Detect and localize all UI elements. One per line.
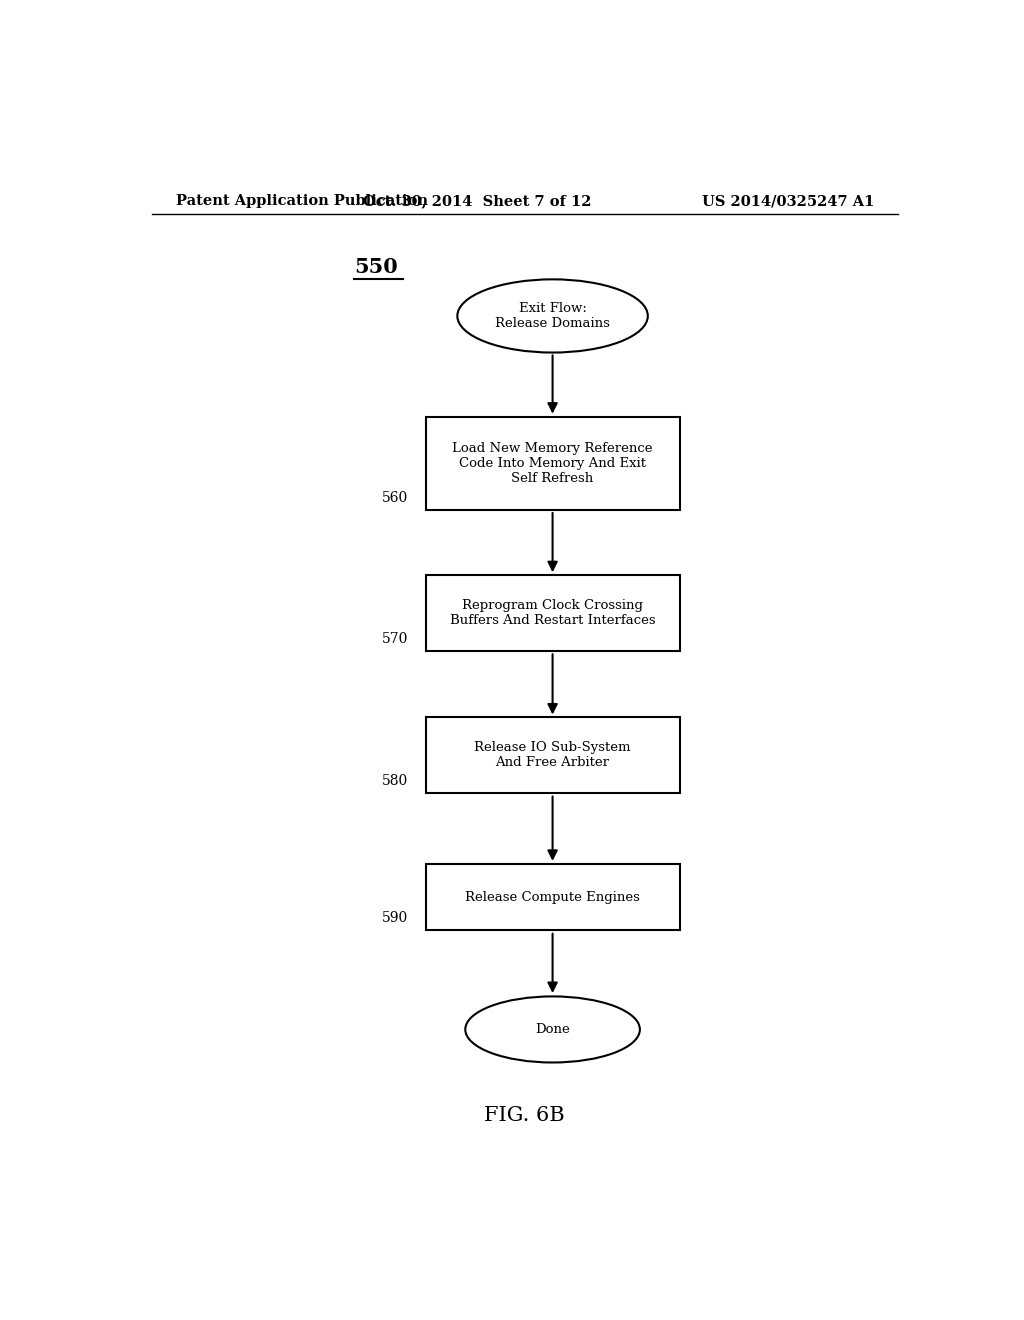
Text: US 2014/0325247 A1: US 2014/0325247 A1 <box>701 194 873 209</box>
Text: 580: 580 <box>382 774 409 788</box>
Text: Oct. 30, 2014  Sheet 7 of 12: Oct. 30, 2014 Sheet 7 of 12 <box>362 194 592 209</box>
Text: Release Compute Engines: Release Compute Engines <box>465 891 640 904</box>
Text: Release IO Sub-System
And Free Arbiter: Release IO Sub-System And Free Arbiter <box>474 741 631 770</box>
FancyBboxPatch shape <box>426 574 680 651</box>
Text: 590: 590 <box>382 911 409 925</box>
Text: 550: 550 <box>354 257 398 277</box>
Ellipse shape <box>465 997 640 1063</box>
Ellipse shape <box>458 280 648 352</box>
Text: FIG. 6B: FIG. 6B <box>484 1106 565 1126</box>
Text: 560: 560 <box>382 491 409 506</box>
Text: Reprogram Clock Crossing
Buffers And Restart Interfaces: Reprogram Clock Crossing Buffers And Res… <box>450 599 655 627</box>
FancyBboxPatch shape <box>426 717 680 793</box>
Text: 570: 570 <box>382 632 409 645</box>
FancyBboxPatch shape <box>426 865 680 931</box>
Text: Patent Application Publication: Patent Application Publication <box>176 194 428 209</box>
Text: Load New Memory Reference
Code Into Memory And Exit
Self Refresh: Load New Memory Reference Code Into Memo… <box>453 442 653 484</box>
Text: Done: Done <box>536 1023 570 1036</box>
FancyBboxPatch shape <box>426 417 680 510</box>
Text: Exit Flow:
Release Domains: Exit Flow: Release Domains <box>496 302 610 330</box>
